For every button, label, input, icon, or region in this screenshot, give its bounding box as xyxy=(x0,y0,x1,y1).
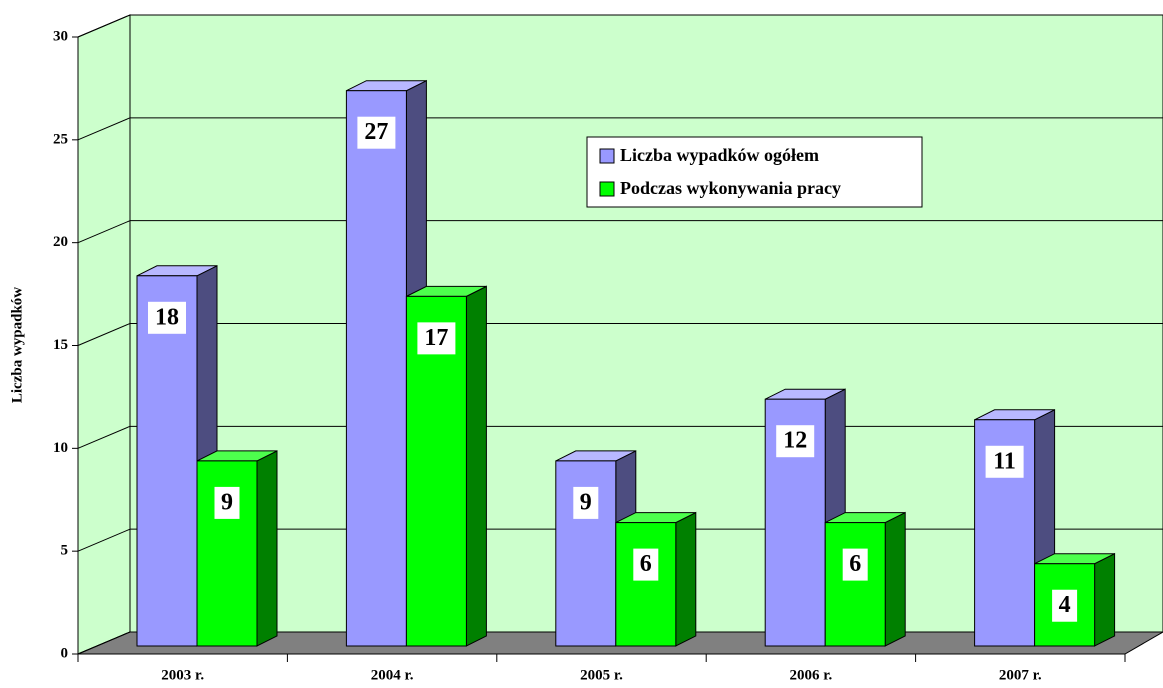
legend-swatch xyxy=(599,181,615,197)
bar-front xyxy=(345,90,407,647)
y-axis-label: Liczba wypadków xyxy=(9,287,25,403)
bar xyxy=(136,264,218,647)
bar-side xyxy=(256,450,278,647)
bar-front xyxy=(615,522,677,647)
value-label-box xyxy=(417,322,456,355)
bar-side xyxy=(675,511,697,647)
value-label: 11 xyxy=(993,448,1016,474)
grid-line xyxy=(77,425,131,449)
grid-line xyxy=(77,631,131,655)
legend-label: Liczba wypadków ogółem xyxy=(620,145,819,165)
bar xyxy=(405,285,487,647)
bar xyxy=(196,450,278,647)
legend-box xyxy=(586,136,923,208)
bar-front xyxy=(824,522,886,647)
y-tick-label: 15 xyxy=(53,337,68,353)
y-tick-label: 30 xyxy=(53,28,68,44)
value-label: 6 xyxy=(849,551,861,577)
bar xyxy=(824,511,906,647)
x-tick-label: 2004 r. xyxy=(371,667,414,683)
x-tick-label: 2005 r. xyxy=(580,667,623,683)
bar-front xyxy=(405,295,467,647)
value-label: 6 xyxy=(640,551,652,577)
grid-line xyxy=(77,323,131,346)
value-label-box xyxy=(633,548,659,581)
value-label-box xyxy=(985,445,1024,478)
grid-line xyxy=(77,14,131,38)
y-tick-label: 5 xyxy=(61,543,69,559)
y-tick-label: 20 xyxy=(53,234,68,250)
legend-label: Podczas wykonywania pracy xyxy=(620,178,841,198)
value-label: 27 xyxy=(364,119,388,145)
y-tick-label: 25 xyxy=(53,131,68,147)
value-label: 9 xyxy=(580,489,592,515)
value-label-box xyxy=(842,548,868,581)
value-label: 12 xyxy=(783,428,807,454)
value-label: 17 xyxy=(424,325,448,351)
y-tick-label: 10 xyxy=(53,440,68,456)
value-label-box xyxy=(357,116,396,149)
value-label-box xyxy=(1052,589,1078,622)
grid-line xyxy=(77,117,131,141)
x-tick-label: 2003 r. xyxy=(161,667,204,683)
value-label: 18 xyxy=(155,304,179,330)
bar-side xyxy=(884,511,906,647)
legend-swatch xyxy=(599,148,615,164)
bar-side xyxy=(1094,552,1116,647)
value-label-box xyxy=(214,486,240,519)
value-label: 4 xyxy=(1059,592,1071,618)
bar-side xyxy=(465,285,487,647)
value-label-box xyxy=(148,301,186,334)
bar-front xyxy=(136,275,198,647)
value-label-box xyxy=(573,486,599,519)
value-label: 9 xyxy=(221,489,233,515)
x-tick-label: 2007 r. xyxy=(999,667,1042,683)
grid-line xyxy=(77,220,131,244)
grid-line xyxy=(77,528,131,552)
bar xyxy=(615,511,697,647)
x-tick-label: 2006 r. xyxy=(790,667,833,683)
bar xyxy=(1034,552,1116,647)
value-label-box xyxy=(776,425,815,458)
y-tick-label: 0 xyxy=(61,645,69,661)
